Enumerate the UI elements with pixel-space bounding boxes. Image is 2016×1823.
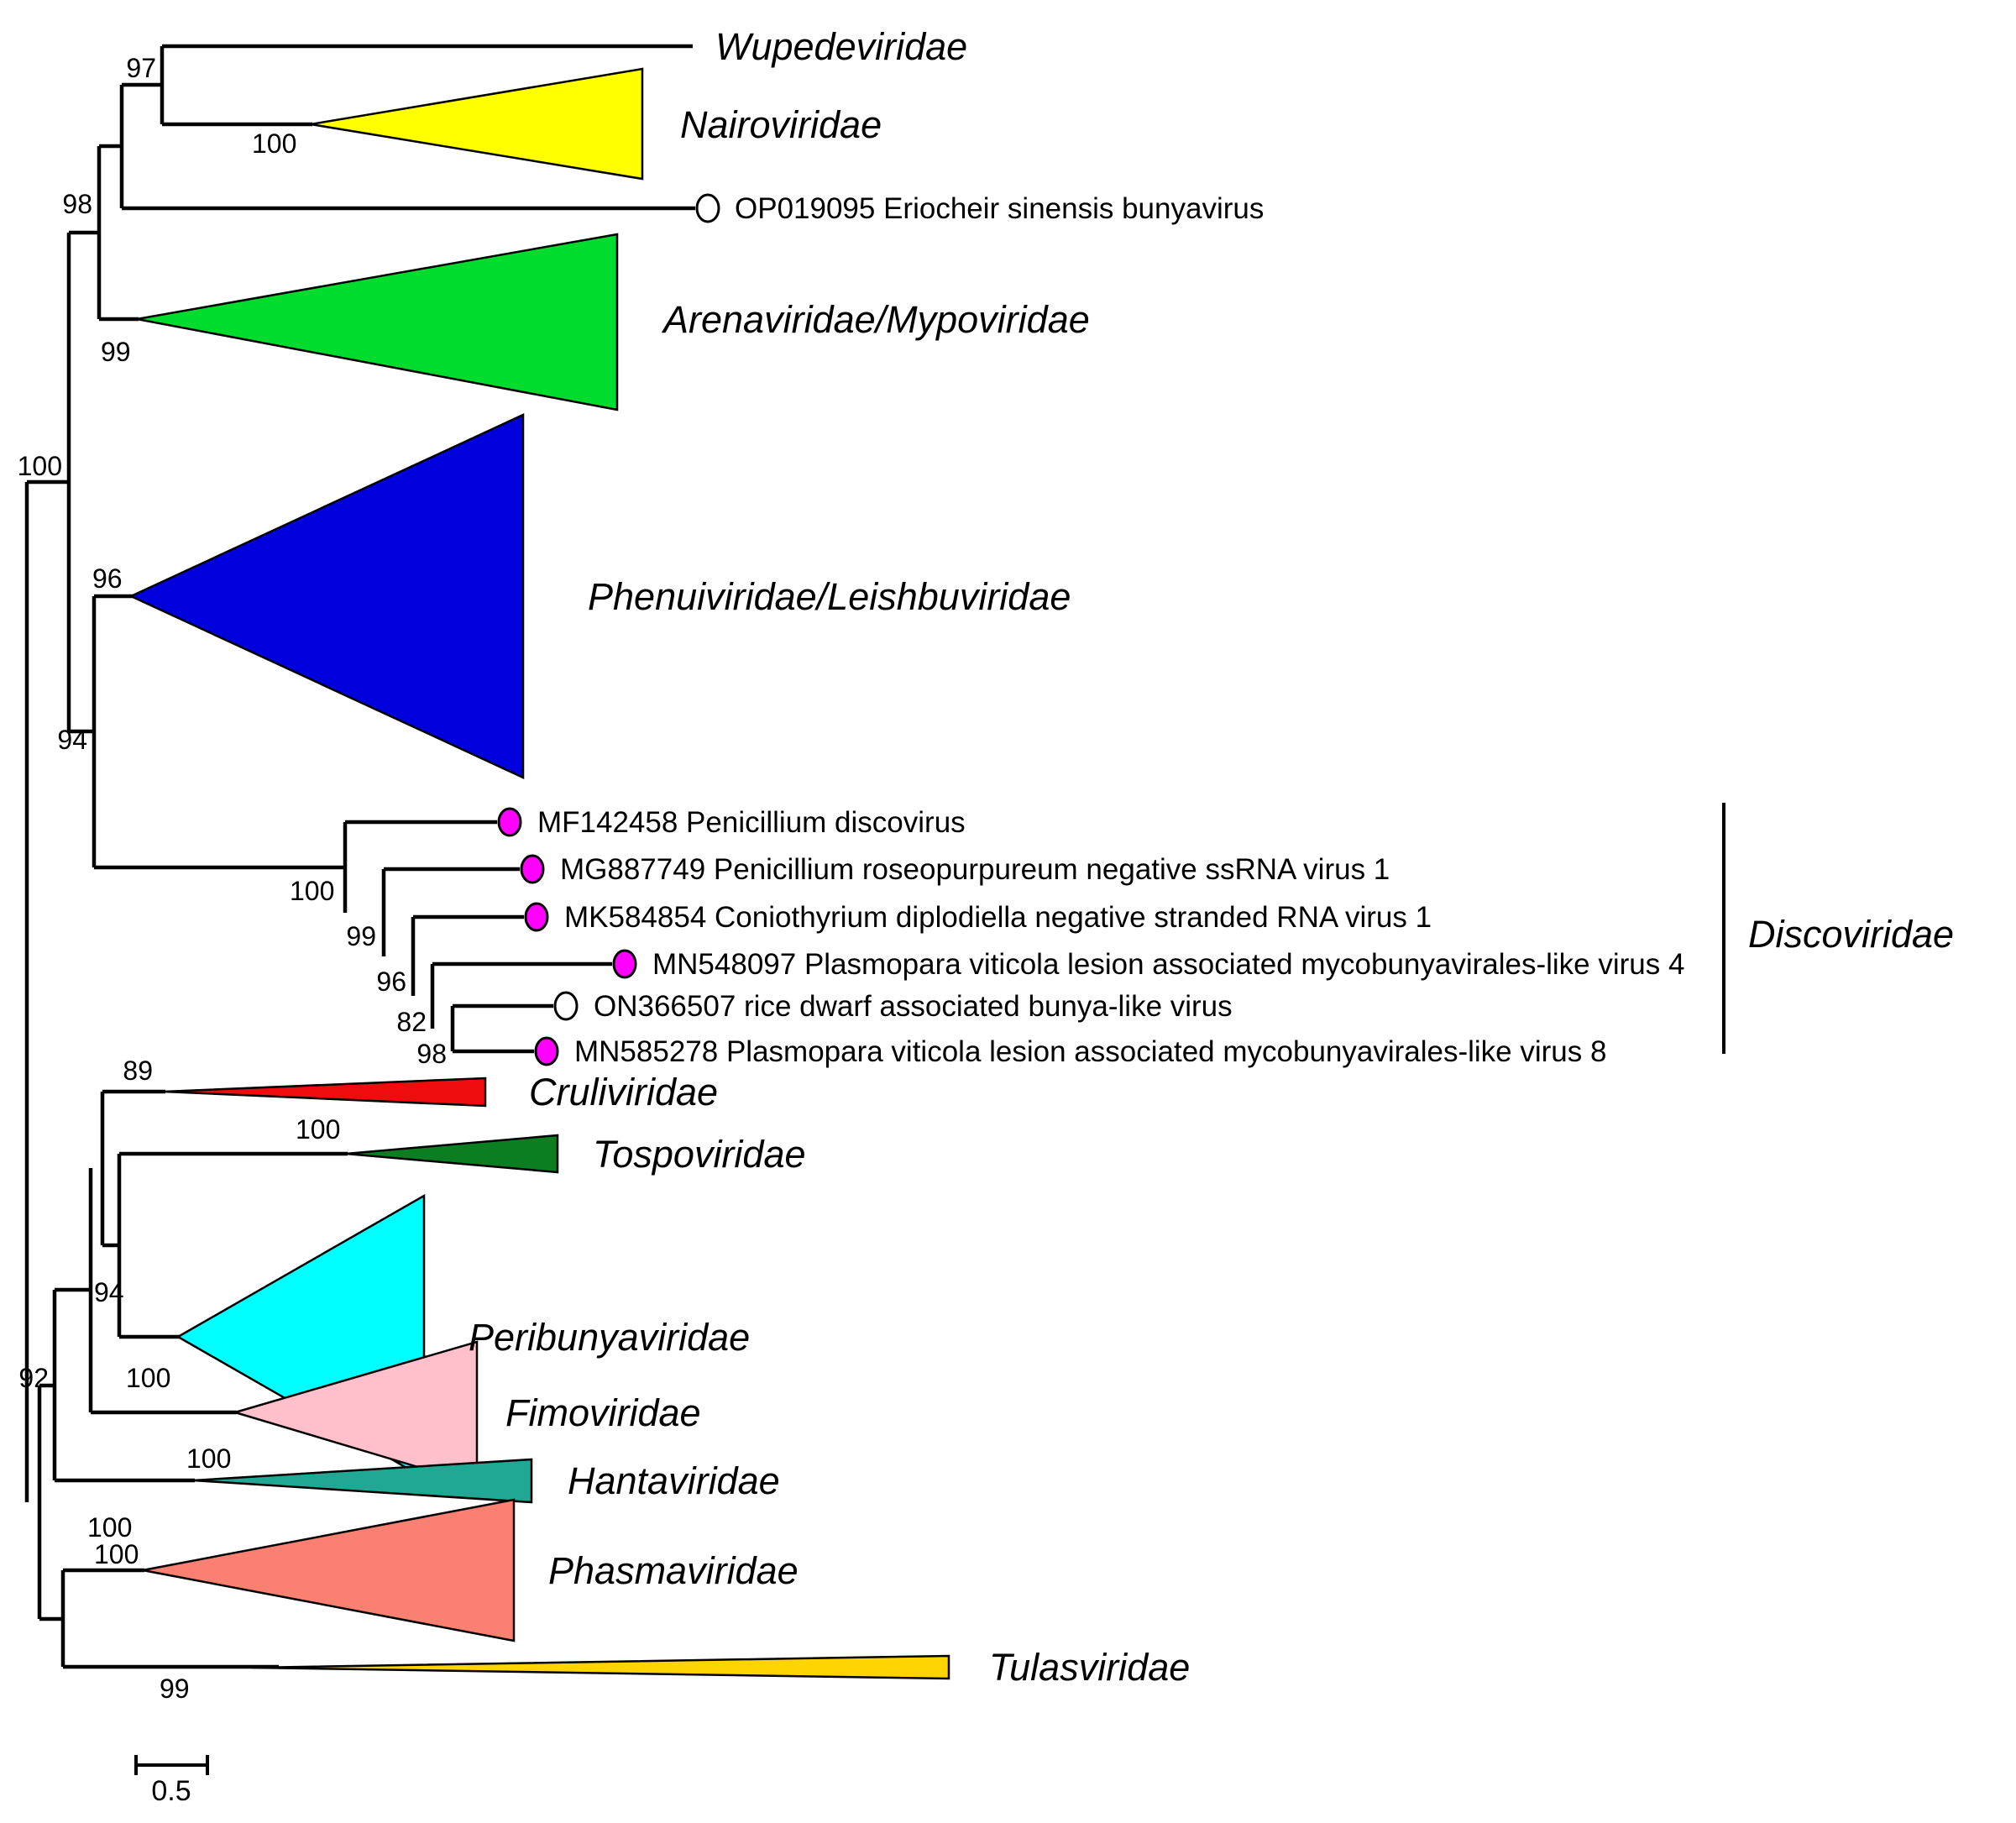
tip-mn548097-circle-icon — [612, 949, 637, 979]
support-94: 94 — [57, 725, 87, 755]
support-98: 98 — [62, 189, 92, 219]
tip-on366507-label: ON366507 rice dwarf associated bunya-lik… — [594, 990, 1233, 1023]
support-100-hantaviridae: 100 — [87, 1512, 132, 1543]
support-99-arenaviridae: 99 — [101, 337, 131, 367]
label-nairoviridae: Nairoviridae — [680, 103, 882, 146]
label-arenaviridae: Arenaviridae/Mypoviridae — [661, 298, 1090, 341]
support-100-discoviridae: 100 — [290, 876, 334, 906]
clade-triangle-tospoviridae — [345, 1134, 559, 1174]
tip-on366507-circle-icon — [553, 991, 579, 1021]
support-97: 97 — [126, 53, 156, 83]
tip-op019095-circle-icon — [695, 193, 720, 223]
label-tulasviridae: Tulasviridae — [989, 1646, 1190, 1689]
clade-triangle-phenuiviridae — [128, 413, 525, 779]
discoviridae-bracket-label: Discoviridae — [1748, 913, 1954, 956]
label-phasmaviridae: Phasmaviridae — [548, 1549, 799, 1592]
tip-mf142458-label: MF142458 Penicillium discovirus — [537, 806, 966, 839]
clade-triangle-hantaviridae — [192, 1458, 533, 1504]
tip-mk584854-label: MK584854 Coniothyrium diplodiella negati… — [564, 901, 1432, 934]
support-100-fimoviridae: 100 — [186, 1443, 231, 1474]
support-100-nairoviridae: 100 — [252, 128, 296, 159]
tip-op019095-label: OP019095 Eriocheir sinensis bunyavirus — [735, 192, 1264, 225]
support-100-upper: 100 — [18, 451, 62, 481]
clade-triangle-fimoviridae — [231, 1340, 479, 1486]
support-99-discoviridae: 99 — [346, 921, 376, 951]
support-99-tulasviridae: 99 — [160, 1674, 190, 1704]
tip-mn585278-circle-icon — [534, 1036, 559, 1066]
label-hantaviridae: Hantaviridae — [568, 1459, 780, 1502]
clade-triangle-cruliviridae — [163, 1077, 487, 1108]
tip-mn585278-label: MN585278 Plasmopara viticola lesion asso… — [574, 1035, 1606, 1068]
label-fimoviridae: Fimoviridae — [505, 1391, 701, 1434]
tip-mg887749-label: MG887749 Penicillium roseopurpureum nega… — [560, 853, 1390, 886]
label-cruliviridae: Cruliviridae — [529, 1071, 718, 1113]
label-tospoviridae: Tospoviridae — [593, 1133, 806, 1176]
tip-mf142458-circle-icon — [497, 807, 522, 837]
label-peribunyaviridae: Peribunyaviridae — [469, 1316, 750, 1359]
clade-triangle-tulasviridae — [251, 1654, 950, 1680]
tip-mg887749-circle-icon — [520, 854, 545, 884]
support-89: 89 — [123, 1056, 153, 1086]
support-82-discoviridae: 82 — [396, 1007, 427, 1037]
tip-mn548097-label: MN548097 Plasmopara viticola lesion asso… — [652, 948, 1684, 981]
support-96-phenuiviridae: 96 — [92, 563, 123, 594]
clade-triangle-arenaviridae — [136, 233, 619, 411]
clade-triangle-phasmaviridae — [142, 1498, 516, 1642]
support-98-discoviridae: 98 — [416, 1039, 447, 1069]
tip-mk584854-circle-icon — [524, 902, 549, 932]
label-wupedeviridae: Wupedeviridae — [715, 25, 967, 68]
support-100-tospoviridae: 100 — [296, 1114, 340, 1145]
support-100-peribunyaviridae: 100 — [126, 1363, 170, 1393]
support-96-discoviridae: 96 — [376, 967, 406, 997]
support-100-phasmaviridae: 100 — [94, 1539, 139, 1569]
label-phenuiviridae: Phenuiviridae/Leishbuviridae — [588, 575, 1071, 618]
support-94-lower: 94 — [94, 1277, 124, 1307]
scale-bar-label: 0.5 — [151, 1775, 191, 1807]
clade-triangle-nairoviridae — [310, 67, 644, 181]
support-92: 92 — [18, 1363, 49, 1393]
